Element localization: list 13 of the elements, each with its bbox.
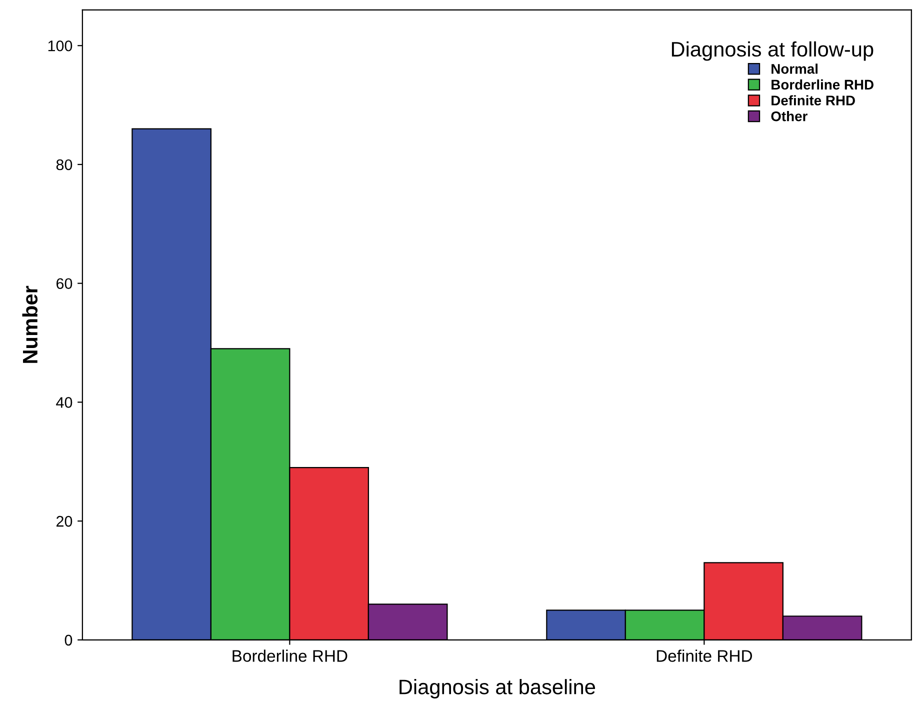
legend-label: Definite RHD	[772, 95, 855, 106]
legend-title: Diagnosis at follow-up	[672, 41, 874, 61]
y-tick-label: 20	[56, 516, 72, 527]
y-tick-label: 40	[56, 397, 72, 408]
y-tick-label: 60	[56, 278, 72, 290]
y-tick-label: 100	[48, 40, 72, 52]
y-axis-title: Number	[22, 286, 38, 363]
y-tick-label: 0	[64, 634, 72, 646]
legend-label: Normal	[772, 64, 818, 74]
x-axis-title: Diagnosis at baseline	[400, 679, 596, 698]
legend-label: Borderline RHD	[772, 79, 874, 90]
legend-label: Other	[771, 111, 808, 122]
y-tick-label: 80	[56, 159, 72, 170]
